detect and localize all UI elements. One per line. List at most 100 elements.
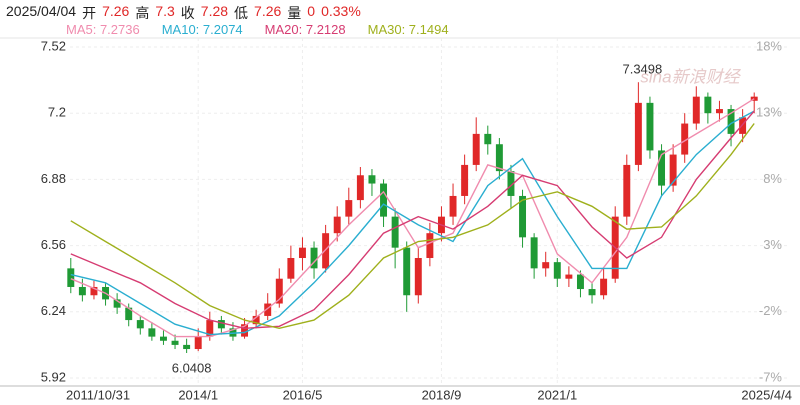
legend-entry: MA20: 7.2128: [264, 22, 346, 37]
candle-body: [333, 216, 341, 234]
candle-body: [426, 233, 434, 259]
header: 2025/04/04 开 7.26 高 7.3 收 7.28 低 7.26 量 0 0.33%: [6, 3, 361, 23]
candle-body: [136, 320, 144, 329]
candle-body: [495, 144, 503, 172]
y2-tick-label: 13%: [756, 105, 782, 120]
candle-body: [727, 109, 735, 134]
candle-body: [171, 340, 179, 345]
candle-body: [704, 96, 712, 114]
candle-body: [565, 274, 573, 279]
x-tick-label: 2018/9: [422, 387, 462, 402]
candle-body: [449, 195, 457, 217]
header-label: 收: [180, 5, 195, 21]
candle-body: [368, 175, 376, 184]
max-label: 7.3498: [622, 62, 662, 77]
candle-body: [148, 328, 156, 337]
min-label: 6.0408: [172, 360, 212, 375]
candle-body: [600, 278, 608, 296]
candle-body: [287, 258, 295, 279]
ma-line: [70, 110, 755, 330]
candle-body: [519, 195, 527, 238]
header-label: 开: [82, 5, 97, 21]
y2-tick-label: 18%: [756, 38, 782, 53]
candle-body: [217, 320, 225, 329]
legend: MA5: 7.2736 MA10: 7.2074 MA20: 7.2128 MA30:…: [66, 22, 449, 37]
candle-body: [507, 171, 515, 196]
y2-tick-label: -2%: [759, 303, 783, 318]
ma-line: [70, 98, 755, 338]
candle-body: [310, 247, 318, 269]
y-tick-label: 6.88: [41, 171, 66, 186]
candle-body: [194, 336, 202, 350]
candle-body: [113, 299, 121, 308]
header-value: 0: [307, 3, 316, 19]
candle-body: [472, 133, 480, 165]
header-label: 低: [234, 5, 249, 21]
y2-tick-label: -7%: [759, 369, 783, 384]
candle-body: [391, 216, 399, 248]
candle-body: [345, 200, 353, 217]
candle-body: [229, 328, 237, 337]
candle-body: [252, 315, 260, 325]
candle-body: [484, 133, 492, 145]
y-tick-label: 6.56: [41, 237, 66, 252]
candle-body: [681, 123, 689, 155]
x-tick-label: 2025/4/4: [741, 387, 792, 402]
candle-body: [542, 262, 550, 269]
candle-body: [669, 154, 677, 186]
candle-body: [380, 183, 388, 217]
y-tick-label: 7.52: [41, 38, 66, 53]
y-tick-label: 6.24: [41, 303, 66, 318]
header-label: 高: [135, 5, 150, 21]
candle-body: [356, 175, 364, 201]
candle-body: [715, 109, 723, 114]
x-tick-label: 2014/1: [178, 387, 218, 402]
candle-body: [658, 150, 666, 186]
candle-body: [90, 286, 98, 296]
legend-entry: MA5: 7.2736: [66, 22, 140, 37]
ma-line: [70, 123, 755, 330]
candle-body: [634, 102, 642, 165]
candle-body: [206, 320, 214, 337]
candle-body: [322, 233, 330, 269]
header-label: 量: [287, 5, 302, 21]
legend-entry: MA30: 7.1494: [367, 22, 449, 37]
candle-body: [692, 96, 700, 124]
candle-body: [159, 336, 167, 341]
y2-tick-label: 3%: [763, 237, 782, 252]
legend-entry: MA10: 7.2074: [161, 22, 243, 37]
candle-body: [275, 278, 283, 304]
y-tick-label: 7.2: [48, 105, 66, 120]
candle-body: [588, 289, 596, 296]
candle-body: [461, 164, 469, 196]
watermark: sina新浪财经: [640, 67, 741, 86]
header-value: 7.26: [254, 3, 282, 19]
y2-tick-label: 8%: [763, 171, 782, 186]
header-value: 7.3: [155, 3, 175, 19]
candle-body: [241, 324, 249, 337]
candle-body: [646, 102, 654, 151]
candle-body: [403, 247, 411, 296]
candle-body: [78, 286, 86, 296]
header-value: 7.26: [102, 3, 130, 19]
candle-body: [414, 258, 422, 296]
candle-body: [530, 237, 538, 269]
x-tick-label: 2021/1: [537, 387, 577, 402]
candle-body: [553, 262, 561, 279]
y-tick-label: 5.92: [41, 369, 66, 384]
header-change: 0.33%: [321, 3, 361, 19]
candle-body: [67, 268, 75, 287]
date: 2025/04/04: [6, 3, 77, 19]
ma-line: [70, 110, 755, 336]
x-tick-label: 2011/10/31: [66, 387, 130, 402]
candle-body: [183, 344, 191, 350]
header-value: 7.28: [200, 3, 229, 19]
candle-body: [298, 247, 306, 259]
candle-body: [739, 117, 747, 134]
candle-body: [623, 164, 631, 217]
x-tick-label: 2016/5: [283, 387, 323, 402]
candle-body: [125, 307, 133, 321]
candle-body: [264, 303, 272, 316]
